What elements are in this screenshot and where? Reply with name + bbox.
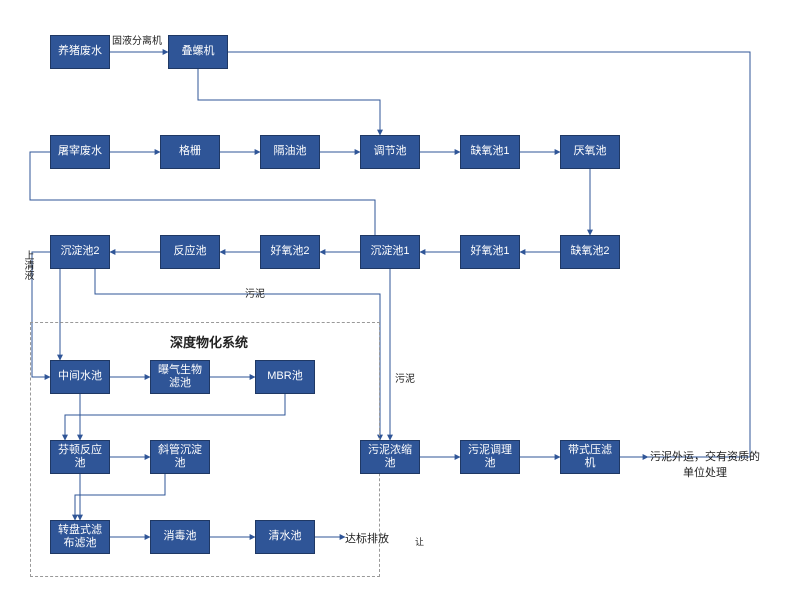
node-n2: 叠螺机 [168,35,228,69]
node-n5: 隔油池 [260,135,320,169]
flowchart-stage: 深度物化系统 养猪废水 叠螺机屠宰废水 格栅 隔油池 调节池 缺氧池1 厌氧池沉淀池2 反应池 好… [0,0,800,597]
system-box-title: 深度物化系统 [170,332,248,351]
node-n1: 养猪废水 [50,35,110,69]
node-n6: 调节池 [360,135,420,169]
label-l4: 污泥 [395,370,415,385]
node-n7: 缺氧池1 [460,135,520,169]
node-n15: 中间水池 [50,360,110,394]
node-n10: 反应池 [160,235,220,269]
node-n18: 芬顿反应池 [50,440,110,474]
node-n25: 清水池 [255,520,315,554]
label-l7: 让 [415,535,424,548]
node-n8: 厌氧池 [560,135,620,169]
node-n14: 缺氧池2 [560,235,620,269]
node-n21: 污泥调理池 [460,440,520,474]
label-l3: 污泥 [245,285,265,300]
node-n24: 消毒池 [150,520,210,554]
node-n17: MBR池 [255,360,315,394]
label-l5: 达标排放 [345,530,389,546]
label-l1: 固液分离机 [112,32,162,47]
node-n12: 沉淀池1 [360,235,420,269]
label-l6: 污泥外运，交有资质的 单位处理 [650,448,760,480]
node-n22: 带式压滤机 [560,440,620,474]
node-n20: 污泥浓缩池 [360,440,420,474]
label-l2: 上清液 [20,250,35,280]
node-n23: 转盘式滤布滤池 [50,520,110,554]
edge-n2-n6 [198,69,380,135]
node-n13: 好氧池1 [460,235,520,269]
node-n4: 格栅 [160,135,220,169]
node-n16: 曝气生物滤池 [150,360,210,394]
node-n3: 屠宰废水 [50,135,110,169]
node-n11: 好氧池2 [260,235,320,269]
node-n9: 沉淀池2 [50,235,110,269]
node-n19: 斜管沉淀池 [150,440,210,474]
